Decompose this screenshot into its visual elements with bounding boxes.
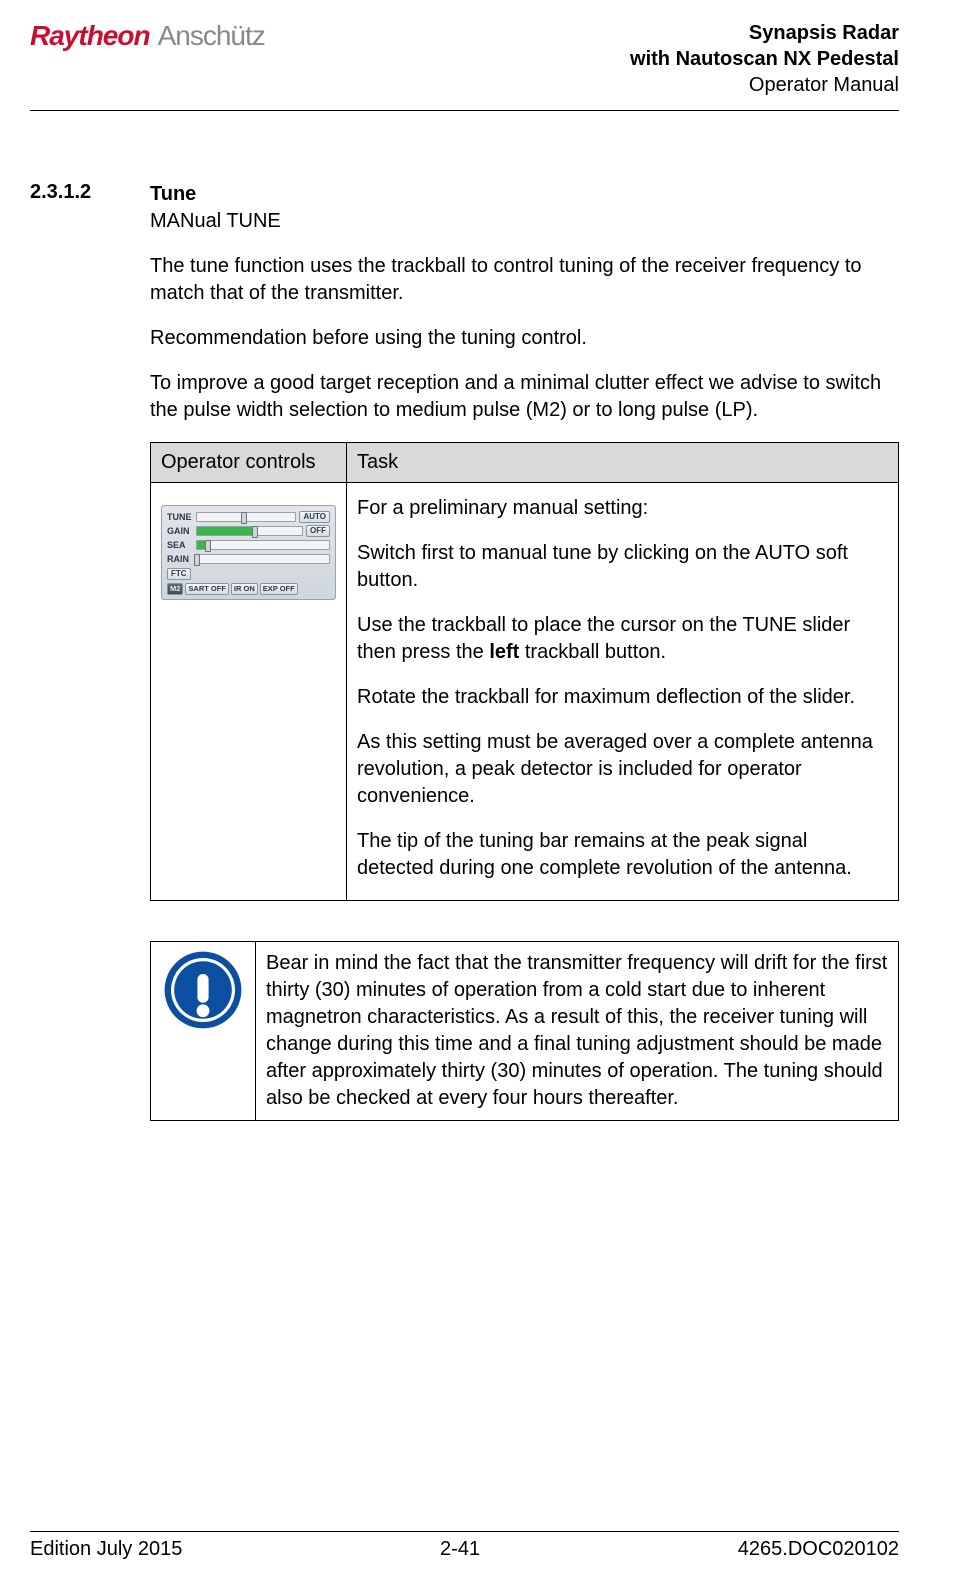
- doc-title-block: Synapsis Radar with Nautoscan NX Pedesta…: [630, 20, 899, 98]
- task-p3: Use the trackball to place the cursor on…: [357, 612, 888, 666]
- table-row: Bear in mind the fact that the transmitt…: [151, 942, 899, 1121]
- slider-row-tune: TUNE AUTO: [167, 511, 330, 523]
- slider-track[interactable]: [196, 512, 296, 522]
- slider-row-gain: GAIN OFF: [167, 525, 330, 537]
- ir-on-button[interactable]: IR ON: [231, 583, 258, 595]
- section-heading-row: 2.3.1.2 Tune MANual TUNE The tune functi…: [30, 181, 899, 1121]
- doc-title-1: Synapsis Radar: [630, 20, 899, 46]
- notice-icon-cell: [151, 942, 256, 1121]
- slider-row-rain: RAIN: [167, 553, 330, 565]
- th-task: Task: [347, 443, 899, 483]
- header-rule: [30, 110, 899, 111]
- logo: Raytheon Anschütz: [30, 20, 265, 52]
- auto-button[interactable]: AUTO: [299, 511, 330, 523]
- doc-title-2: with Nautoscan NX Pedestal: [630, 46, 899, 72]
- sart-off-button[interactable]: SART OFF: [185, 583, 229, 595]
- page-footer: Edition July 2015 2-41 4265.DOC020102: [30, 1531, 899, 1561]
- para-2: Recommendation before using the tuning c…: [150, 325, 899, 352]
- slider-label: TUNE: [167, 511, 193, 523]
- cell-operator-controls: TUNE AUTO GAIN OFF SEA RAIN FTC M2SART OFFIR ON…: [151, 483, 347, 901]
- task-p6: The tip of the tuning bar remains at the…: [357, 828, 888, 882]
- page-header: Raytheon Anschütz Synapsis Radar with Na…: [30, 20, 899, 98]
- table-row: TUNE AUTO GAIN OFF SEA RAIN FTC M2SART OFFIR ON…: [151, 483, 899, 901]
- section-body: Tune MANual TUNE The tune function uses …: [150, 181, 899, 1121]
- logo-raytheon: Raytheon: [30, 20, 150, 52]
- slider-row-ftc: FTC: [167, 568, 330, 580]
- ftc-button[interactable]: FTC: [167, 568, 191, 580]
- task-p3c: trackball button.: [519, 641, 666, 663]
- slider-row-sea: SEA: [167, 539, 330, 551]
- task-p5: As this setting must be averaged over a …: [357, 729, 888, 810]
- footer-left: Edition July 2015: [30, 1538, 182, 1561]
- slider-label: SEA: [167, 539, 193, 551]
- section-subtitle: MANual TUNE: [150, 208, 899, 235]
- slider-track[interactable]: [196, 554, 330, 564]
- exp-off-button[interactable]: EXP OFF: [260, 583, 298, 595]
- para-1: The tune function uses the trackball to …: [150, 253, 899, 307]
- slider-label: RAIN: [167, 553, 193, 565]
- section-title: Tune: [150, 181, 899, 208]
- notice-table: Bear in mind the fact that the transmitt…: [150, 941, 899, 1121]
- attention-icon: [163, 950, 243, 1030]
- slider-track[interactable]: [196, 540, 330, 550]
- cell-task: For a preliminary manual setting: Switch…: [347, 483, 899, 901]
- footer-rule: [30, 1531, 899, 1532]
- section-number: 2.3.1.2: [30, 181, 110, 1121]
- task-p3-bold: left: [489, 641, 519, 663]
- task-p4: Rotate the trackball for maximum deflect…: [357, 684, 888, 711]
- task-p1: For a preliminary manual setting:: [357, 495, 888, 522]
- footer-right: 4265.DOC020102: [738, 1538, 899, 1561]
- notice-text: Bear in mind the fact that the transmitt…: [256, 942, 899, 1121]
- para-3: To improve a good target reception and a…: [150, 370, 899, 424]
- operator-table: Operator controls Task TUNE AUTO GAIN OFF SE…: [150, 442, 899, 901]
- logo-anschutz: Anschütz: [158, 20, 265, 52]
- doc-title-3: Operator Manual: [630, 72, 899, 98]
- slider-label: GAIN: [167, 525, 193, 537]
- off-button[interactable]: OFF: [306, 525, 330, 537]
- slider-track[interactable]: [196, 526, 303, 536]
- footer-center: 2-41: [440, 1538, 480, 1561]
- task-p2: Switch first to manual tune by clicking …: [357, 540, 888, 594]
- bottom-button-row: M2SART OFFIR ONEXP OFF: [167, 583, 330, 595]
- th-operator-controls: Operator controls: [151, 443, 347, 483]
- control-panel: TUNE AUTO GAIN OFF SEA RAIN FTC M2SART OFFIR ON…: [161, 505, 336, 600]
- m2-button[interactable]: M2: [167, 583, 183, 595]
